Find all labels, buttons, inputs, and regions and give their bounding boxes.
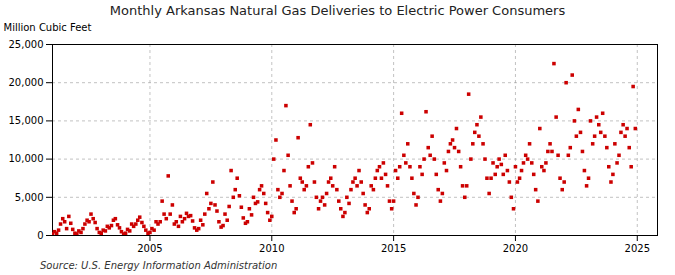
svg-text:2010: 2010 xyxy=(259,243,284,254)
svg-text:15,000: 15,000 xyxy=(9,115,44,126)
svg-text:2015: 2015 xyxy=(381,243,406,254)
svg-text:2025: 2025 xyxy=(625,243,650,254)
svg-text:5,000: 5,000 xyxy=(15,192,44,203)
svg-text:25,000: 25,000 xyxy=(9,39,44,50)
svg-text:0: 0 xyxy=(37,230,43,241)
svg-text:2005: 2005 xyxy=(137,243,162,254)
svg-text:Million Cubic Feet: Million Cubic Feet xyxy=(4,22,92,33)
svg-text:20,000: 20,000 xyxy=(9,77,44,88)
svg-text:10,000: 10,000 xyxy=(9,153,44,164)
svg-text:2020: 2020 xyxy=(503,243,528,254)
html-text:Monthly Arkansas Natural Gas D: Monthly Arkansas Natural Gas Deliveries … xyxy=(109,3,566,18)
html-text:Source: U.S. Energy Informatio: Source: U.S. Energy Information Administ… xyxy=(40,260,278,271)
